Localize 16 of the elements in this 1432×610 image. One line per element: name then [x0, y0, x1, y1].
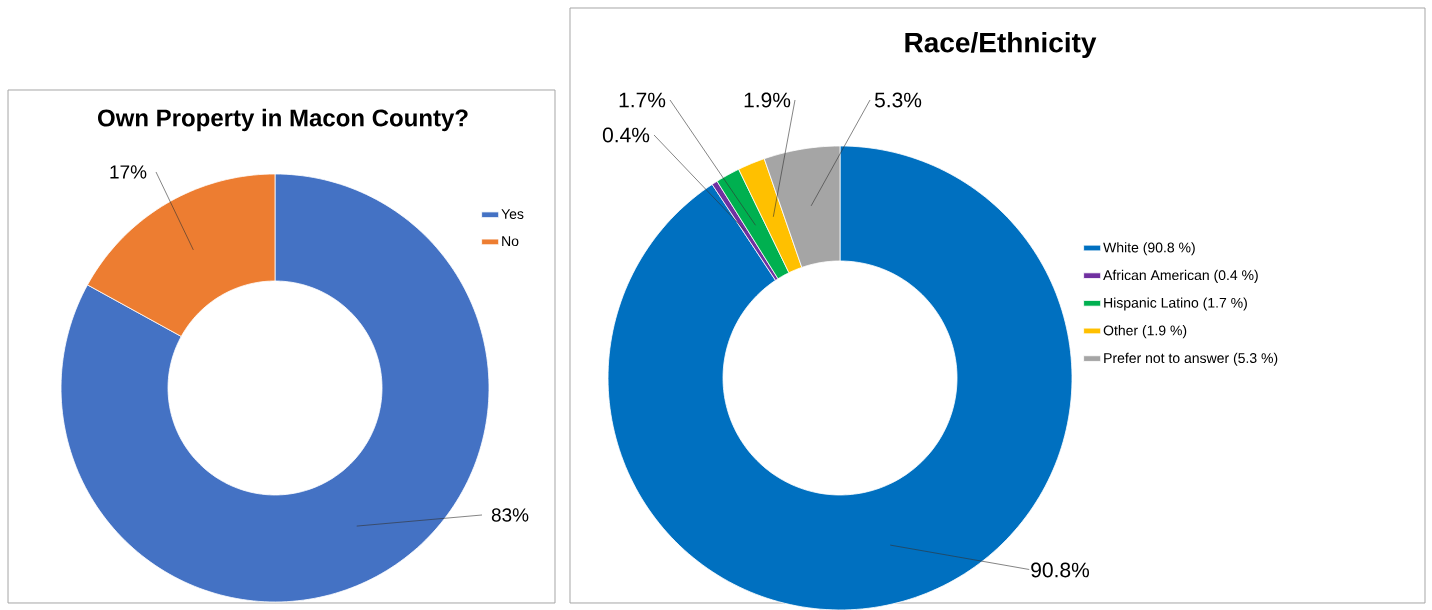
data-label: 1.7%: [619, 92, 666, 108]
data-label: 1.9%: [744, 92, 791, 108]
legend-label: White (90.8 %): [1103, 242, 1195, 256]
legend-label: No: [502, 236, 519, 246]
legend-label: Hispanic Latino (1.7 %): [1104, 297, 1247, 311]
legend-label: African American (0.4 %): [1103, 269, 1258, 283]
data-label: 5.3%: [874, 92, 922, 108]
data-label: 83%: [491, 508, 529, 522]
data-label: 0.4%: [602, 127, 650, 143]
data-label: 90.8%: [1031, 562, 1090, 578]
chart-title: Race/Ethnicity: [905, 31, 1097, 58]
legend-label: Yes: [501, 209, 524, 219]
data-label: 17%: [110, 165, 147, 179]
chart-title: Own Property in Macon County?: [98, 108, 468, 131]
legend-label: Other (1.9 %): [1103, 324, 1187, 338]
legend-label: Prefer not to answer (5.3 %): [1104, 352, 1278, 366]
